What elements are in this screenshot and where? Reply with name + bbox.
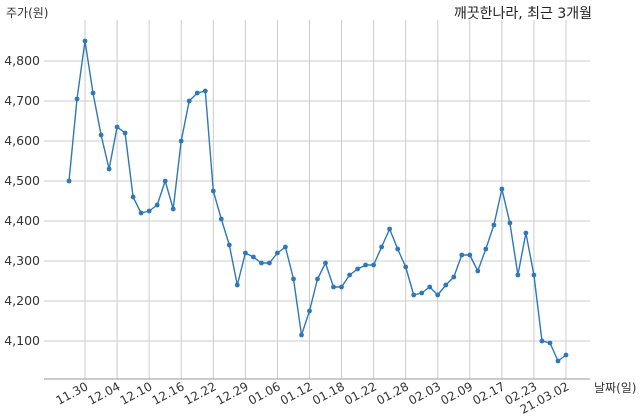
data-point bbox=[547, 340, 553, 346]
data-point bbox=[170, 206, 176, 212]
x-tick-label: 02.17 bbox=[470, 379, 507, 407]
data-point bbox=[90, 90, 96, 96]
x-tick-label: 12.29 bbox=[214, 379, 251, 407]
x-tick-label: 12.22 bbox=[182, 379, 219, 407]
x-tick-label: 01.06 bbox=[246, 379, 283, 407]
x-tick-label: 02.09 bbox=[438, 379, 475, 407]
x-tick-label: 12.10 bbox=[118, 379, 155, 407]
data-point bbox=[146, 208, 152, 214]
y-tick-label: 4,100 bbox=[4, 333, 40, 348]
data-point bbox=[523, 230, 529, 236]
gridlines bbox=[44, 20, 590, 379]
data-point bbox=[499, 186, 505, 192]
data-point bbox=[186, 98, 192, 104]
data-point bbox=[226, 242, 232, 248]
data-point bbox=[307, 308, 312, 314]
data-point bbox=[387, 226, 392, 232]
x-tick-label: 01.22 bbox=[342, 379, 379, 407]
data-point bbox=[122, 130, 128, 136]
data-point bbox=[459, 252, 465, 258]
data-point bbox=[355, 266, 360, 272]
data-point bbox=[539, 338, 545, 344]
data-point bbox=[443, 282, 449, 288]
data-point bbox=[411, 292, 417, 298]
data-point bbox=[427, 284, 433, 290]
y-tick-label: 4,300 bbox=[4, 253, 40, 268]
data-point bbox=[202, 88, 208, 94]
data-point bbox=[555, 358, 561, 364]
y-tick-label: 4,500 bbox=[4, 173, 40, 188]
data-point bbox=[130, 194, 136, 200]
data-point bbox=[403, 264, 409, 270]
data-point bbox=[178, 138, 184, 144]
data-point bbox=[259, 260, 264, 266]
data-point bbox=[162, 178, 168, 184]
x-tick-label: 01.12 bbox=[278, 379, 315, 407]
data-point bbox=[419, 290, 425, 296]
data-point bbox=[483, 246, 489, 252]
x-tick-label: 12.16 bbox=[150, 379, 187, 407]
data-point bbox=[379, 244, 384, 250]
data-point bbox=[154, 202, 160, 208]
y-tick-label: 4,800 bbox=[4, 53, 40, 68]
y-axis-title: 주가(원) bbox=[6, 6, 48, 20]
data-point bbox=[106, 166, 112, 172]
data-point bbox=[515, 272, 521, 278]
data-point bbox=[114, 124, 120, 130]
data-point bbox=[435, 292, 441, 298]
data-point bbox=[194, 90, 200, 96]
x-tick-label: 01.28 bbox=[374, 379, 411, 407]
x-tick-label: 11.30 bbox=[54, 379, 91, 407]
y-tick-label: 4,400 bbox=[4, 213, 40, 228]
x-tick-label: 01.18 bbox=[310, 379, 347, 407]
data-point bbox=[267, 260, 272, 266]
y-tick-label: 4,200 bbox=[4, 293, 40, 308]
data-point bbox=[339, 284, 344, 290]
data-point bbox=[323, 260, 328, 266]
price-series bbox=[66, 38, 569, 364]
data-point bbox=[218, 216, 224, 222]
data-point bbox=[451, 274, 457, 280]
series-line bbox=[68, 40, 567, 362]
data-point bbox=[475, 268, 481, 274]
tick-labels: 4,100 4,200 4,300 4,400 4,500 4,600 4,700 4,800… bbox=[4, 53, 571, 417]
data-point bbox=[467, 252, 473, 258]
data-point bbox=[331, 284, 336, 290]
data-point bbox=[251, 254, 256, 260]
data-point bbox=[234, 282, 240, 288]
data-point bbox=[395, 246, 401, 252]
data-point bbox=[66, 178, 72, 184]
data-point bbox=[347, 272, 352, 278]
data-point bbox=[275, 250, 280, 256]
data-point bbox=[138, 210, 144, 216]
data-point bbox=[315, 276, 320, 282]
data-point bbox=[507, 220, 513, 226]
data-point bbox=[291, 276, 296, 282]
x-tick-label: 12.04 bbox=[86, 379, 123, 407]
data-point bbox=[531, 272, 537, 278]
data-point bbox=[82, 38, 88, 44]
data-point bbox=[283, 244, 288, 250]
data-point bbox=[363, 262, 368, 268]
data-point bbox=[371, 262, 376, 268]
y-tick-label: 4,700 bbox=[4, 93, 40, 108]
data-point bbox=[74, 96, 80, 102]
chart-title: 깨끗한나라, 최근 3개월 bbox=[454, 6, 592, 22]
data-point bbox=[491, 222, 497, 228]
data-point bbox=[98, 132, 104, 138]
data-point bbox=[243, 250, 248, 256]
x-axis-title: 날짜(일) bbox=[594, 381, 636, 395]
y-tick-label: 4,600 bbox=[4, 133, 40, 148]
data-point bbox=[210, 188, 216, 194]
data-point bbox=[299, 332, 304, 338]
x-tick-label: 02.03 bbox=[406, 379, 443, 407]
data-point bbox=[563, 352, 569, 358]
